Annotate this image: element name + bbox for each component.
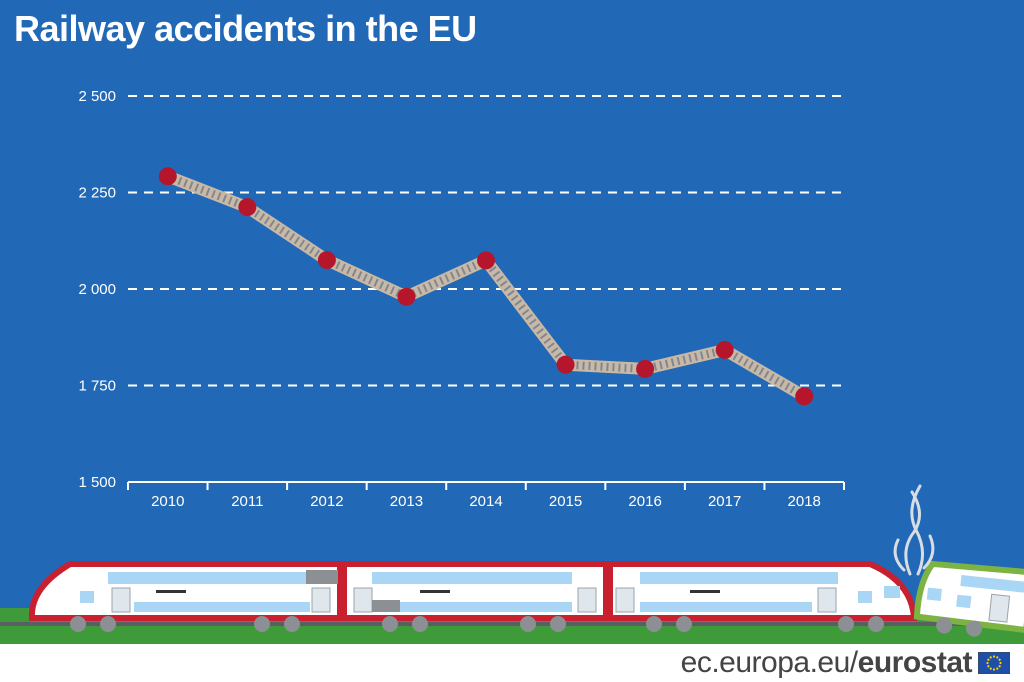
source-domain: ec.europa.eu/ (680, 646, 858, 679)
data-point (556, 355, 575, 374)
series-track-line (165, 170, 808, 402)
x-tick-label: 2010 (151, 493, 184, 510)
x-tick-label: 2016 (628, 493, 661, 510)
train-car-middle (341, 561, 609, 632)
smoke-icon (893, 484, 935, 576)
track-rail (165, 170, 808, 402)
x-tick-label: 2011 (231, 493, 263, 510)
train-car-rear (607, 561, 918, 632)
flag-star (999, 661, 1002, 665)
data-point (477, 251, 495, 270)
footer: ec.europa.eu/eurostat (0, 644, 1024, 682)
data-point (158, 167, 177, 186)
x-axis (127, 481, 845, 490)
data-point (795, 387, 814, 406)
x-tick-label: 2015 (549, 493, 582, 510)
y-tick-labels: 1 500 1 750 2 000 2 250 2 500 (78, 88, 116, 491)
source-link[interactable]: ec.europa.eu/eurostat (680, 646, 973, 680)
rail-bed (0, 622, 1024, 626)
y-tick-label: 1 750 (78, 378, 116, 395)
chart-title: Railway accidents in the EU (14, 8, 477, 49)
flag-star (986, 661, 989, 665)
flag-star (989, 656, 992, 659)
chart-panel: Railway accidents in the EU 1 500 1 750 2 … (0, 0, 1024, 644)
flag-star (998, 658, 1001, 661)
flag-star (992, 655, 996, 658)
train-car-front (28, 561, 343, 632)
y-tick-label: 2 000 (78, 281, 116, 298)
y-tick-label: 2 250 (78, 185, 116, 202)
data-point (397, 287, 416, 306)
track-sleepers (166, 172, 807, 400)
flag-star (996, 656, 999, 659)
flag-star (989, 667, 992, 670)
x-tick-label: 2013 (390, 493, 423, 510)
source-brand: eurostat (857, 646, 973, 679)
y-tick-label: 2 500 (78, 88, 116, 105)
crashed-green-train (913, 560, 1024, 637)
flag-star (998, 665, 1001, 668)
grid-lines (128, 95, 844, 387)
eu-flag-icon (978, 652, 1010, 674)
x-tick-labels: 2010 2011 2012 2013 2014 2015 2016 2017 2018 (151, 493, 821, 510)
data-point (317, 251, 336, 270)
data-point (238, 198, 257, 217)
flag-star (992, 668, 996, 671)
x-tick-label: 2017 (708, 493, 741, 510)
y-tick-label: 1 500 (78, 474, 116, 491)
x-tick-label: 2014 (469, 493, 502, 510)
data-point (715, 340, 734, 359)
x-tick-label: 2012 (310, 493, 343, 510)
train-illustration (0, 484, 1024, 644)
series-points (158, 167, 814, 406)
flag-star (987, 665, 990, 668)
flag-star (987, 658, 990, 661)
x-tick-label: 2018 (788, 493, 821, 510)
flag-star (996, 667, 999, 670)
data-point (636, 359, 655, 378)
